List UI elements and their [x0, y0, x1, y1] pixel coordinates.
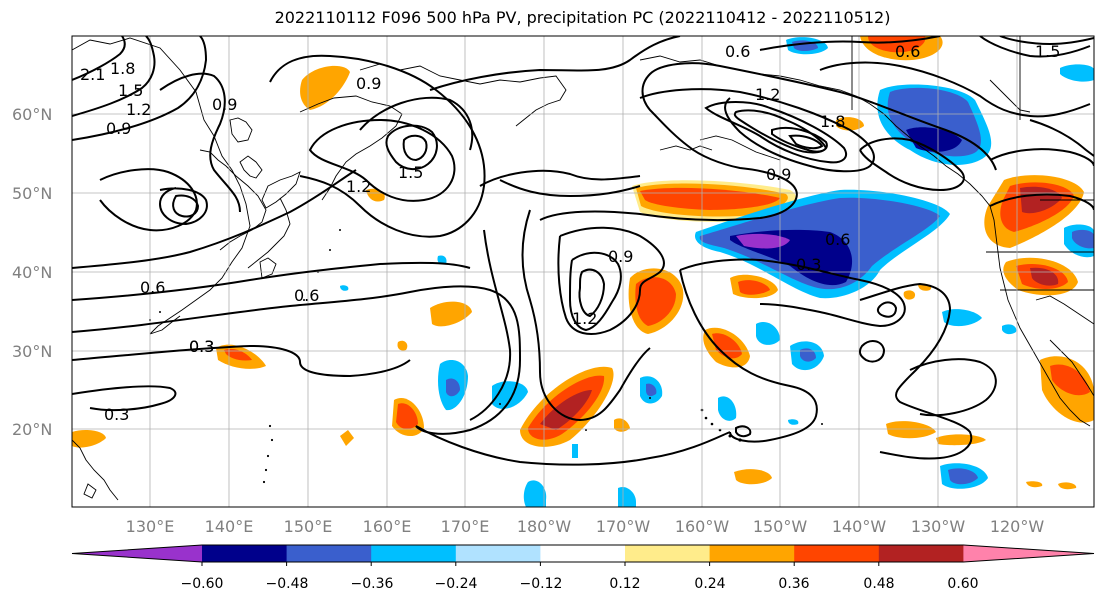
contour-label: 1.2	[126, 100, 151, 119]
colorbar-segment	[794, 545, 880, 562]
lat-label: 50°N	[12, 184, 52, 203]
colorbar-tick-label: 0.24	[694, 576, 725, 592]
lon-label: 170°W	[596, 517, 651, 536]
colorbar-extend-low	[72, 545, 202, 562]
lon-label: 180°W	[517, 517, 572, 536]
lon-label: 120°W	[990, 517, 1045, 536]
contour-label: 1.5	[118, 81, 143, 100]
colorbar-segment	[455, 545, 541, 562]
contour-label: 1.8	[820, 112, 845, 131]
contour-label: 1.5	[398, 163, 423, 182]
colorbar-tick-label: 0.48	[863, 576, 894, 592]
map-gridlines	[72, 36, 1094, 507]
colorbar-tick-label: 0.12	[609, 576, 640, 592]
precip-negative-shading	[340, 37, 1094, 507]
contour-label: 0.9	[608, 247, 633, 266]
contour-label: 0.3	[104, 405, 129, 424]
contour-label: 0.6	[140, 278, 165, 297]
colorbar-tick-label: −0.12	[520, 576, 563, 592]
colorbar-tick-label: −0.24	[435, 576, 478, 592]
lon-label: 150°W	[753, 517, 808, 536]
lon-label: 150°E	[284, 517, 333, 536]
lat-label: 60°N	[12, 105, 52, 124]
contour-label: 0.9	[106, 119, 131, 138]
contour-label: 1.5	[1035, 42, 1060, 61]
lon-label: 160°W	[675, 517, 730, 536]
colorbar-tick-label: −0.60	[181, 576, 224, 592]
colorbar-tick-label: −0.48	[266, 576, 309, 592]
colorbar-extend-high	[963, 545, 1094, 562]
contour-label: 1.2	[572, 309, 597, 328]
contour-label: 1.2	[755, 85, 780, 104]
lon-label: 170°E	[441, 517, 490, 536]
map-title: 2022110112 F096 500 hPa PV, precipitatio…	[274, 8, 891, 27]
contour-label: 0.9	[766, 165, 791, 184]
contour-label: 0.3	[189, 337, 214, 356]
latitude-labels: 60°N 50°N 40°N 30°N 20°N	[12, 105, 52, 439]
lon-label: 130°W	[911, 517, 966, 536]
contour-label: 1.2	[346, 177, 371, 196]
lat-label: 30°N	[12, 342, 52, 361]
pv-contours	[72, 36, 1094, 466]
lat-label: 40°N	[12, 263, 52, 282]
colorbar-segment	[709, 545, 795, 562]
lat-label: 20°N	[12, 420, 52, 439]
lon-label: 140°W	[832, 517, 887, 536]
contour-label: 0.6	[825, 230, 850, 249]
contour-labels: 0.9 0.6 0.3 1.2 1.5 1.8 0.6 0.3 0.9 1.2 …	[80, 42, 1060, 424]
colorbar-segment	[625, 545, 711, 562]
contour-label: 0.6	[895, 42, 920, 61]
lon-label: 140°E	[205, 517, 254, 536]
contour-label: 1.8	[110, 59, 135, 78]
colorbar	[71, 544, 1095, 566]
contour-label: 0.3	[189, 337, 214, 356]
colorbar-segment	[540, 545, 626, 562]
colorbar-tick-label: 0.60	[947, 576, 978, 592]
colorbar-segment	[202, 545, 288, 562]
contour-label: 0.6	[725, 42, 750, 61]
colorbar-tick-labels: −0.60 −0.48 −0.36 −0.24 −0.12 0.12 0.24 …	[181, 576, 979, 592]
colorbar-tick-label: −0.36	[351, 576, 394, 592]
longitude-labels: 130°E 140°E 150°E 160°E 170°E 180°W 170°…	[126, 517, 1045, 536]
coastlines	[72, 36, 1094, 501]
contour-label: 2.1	[80, 65, 105, 84]
colorbar-segment	[878, 545, 964, 562]
contour-label: 0.6	[294, 286, 319, 305]
contour-label: 0.9	[212, 95, 237, 114]
contour-label: 0.3	[796, 255, 821, 274]
colorbar-segment	[371, 545, 457, 562]
colorbar-tick-label: 0.36	[778, 576, 809, 592]
map-frame	[71, 35, 1095, 508]
colorbar-segment	[286, 545, 372, 562]
contour-label: 0.9	[356, 74, 381, 93]
lon-label: 130°E	[126, 517, 175, 536]
lon-label: 160°E	[363, 517, 412, 536]
